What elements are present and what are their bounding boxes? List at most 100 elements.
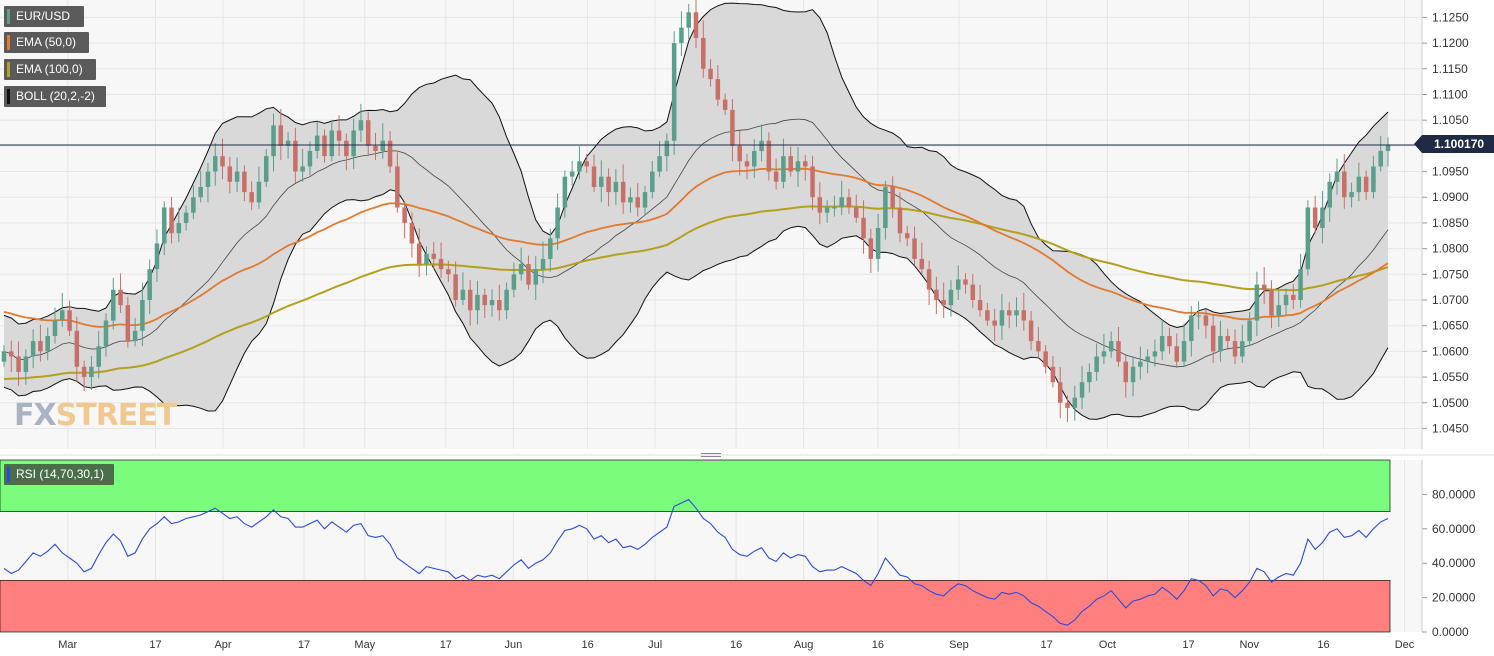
legend-rsi[interactable]: RSI (14,70,30,1) [4, 464, 114, 485]
candle-body [52, 320, 58, 336]
candle-body [1123, 361, 1129, 383]
candle-body [118, 289, 123, 306]
candle-body [824, 207, 830, 213]
x-tick-label: 16 [1317, 639, 1329, 651]
candle-body [599, 176, 604, 187]
legend-ema100[interactable]: EMA (100,0) [4, 59, 96, 80]
legend-ema50-label: EMA (50,0) [16, 35, 77, 49]
x-tick-label: 17 [298, 639, 310, 651]
candle-body [533, 269, 539, 285]
rsi-tick-label: 80.0000 [1432, 487, 1476, 501]
candle-body [497, 300, 502, 311]
y-tick-label: 1.0750 [1432, 267, 1469, 281]
x-tick-label: Jun [504, 639, 522, 651]
candle-body [453, 274, 458, 300]
candle-body [249, 192, 254, 203]
legend-ema50[interactable]: EMA (50,0) [4, 32, 89, 53]
candle-body [977, 300, 983, 311]
candle-body [307, 151, 313, 167]
candle-body [1356, 176, 1362, 193]
legend-boll[interactable]: BOLL (20,2,-2) [4, 86, 106, 107]
candle-body [839, 197, 844, 208]
candle-body [919, 258, 925, 270]
candle-body [701, 37, 706, 69]
y-tick-label: 1.0800 [1432, 242, 1469, 256]
candle-body [1276, 305, 1281, 316]
legend-rsi-swatch [7, 467, 10, 482]
candle-body [773, 171, 779, 182]
candle-body [737, 145, 742, 162]
candle-body [1057, 382, 1063, 403]
rsi-overbought-zone [0, 459, 1391, 512]
candle-body [60, 310, 65, 321]
candle-body [489, 300, 495, 306]
candle-body [365, 120, 371, 146]
candle-body [904, 233, 910, 239]
y-tick-label: 1.0450 [1432, 421, 1469, 435]
candle-body [460, 289, 466, 300]
candle-body [803, 161, 808, 167]
candle-body [467, 289, 473, 311]
candle-body [569, 171, 575, 177]
candle-body [948, 289, 954, 306]
candle-body [212, 156, 218, 172]
candle-body [176, 222, 182, 234]
y-tick-label: 1.0550 [1432, 370, 1469, 384]
candle-body [1050, 366, 1056, 383]
candle-body [475, 294, 480, 311]
candle-body [518, 264, 524, 275]
candle-body [1269, 289, 1274, 316]
rsi-tick-label: 0.0000 [1432, 625, 1469, 639]
rsi-axis: 80.0000 60.0000 40.0000 20.0000 0.0000 [1422, 487, 1476, 639]
candle-body [191, 197, 196, 213]
candle-body [671, 43, 677, 141]
candle-body [730, 109, 735, 146]
bollinger-lower-line [3, 189, 1389, 420]
y-tick-label: 1.0500 [1432, 396, 1469, 410]
candle-body [387, 140, 393, 167]
candle-body [322, 135, 327, 157]
x-tick-label: 16 [872, 639, 884, 651]
candle-body [81, 366, 87, 378]
candle-body [992, 320, 997, 326]
legend-boll-label: BOLL (20,2,-2) [16, 89, 95, 103]
x-tick-label: Mar [58, 639, 77, 651]
candle-body [1152, 351, 1158, 357]
candle-body [227, 166, 233, 182]
candle-body [125, 305, 131, 342]
candle-body [446, 269, 451, 275]
candle-body [912, 238, 917, 259]
candle-body [1363, 176, 1369, 193]
candle-body [1087, 371, 1092, 383]
candle-body [409, 222, 415, 244]
candle-body [344, 140, 349, 157]
y-tick-label: 1.1100 [1432, 87, 1468, 101]
candle-body [955, 279, 961, 290]
candle-body [234, 171, 240, 182]
candle-body [96, 346, 101, 367]
y-tick-label: 1.0600 [1432, 344, 1469, 358]
candle-body [1349, 192, 1354, 198]
candle-body [584, 161, 589, 167]
candle-body [1, 351, 7, 362]
candle-body [1108, 341, 1114, 352]
candle-body [351, 130, 356, 157]
candle-body [795, 161, 801, 172]
x-tick-label: 16 [581, 639, 593, 651]
candle-body [336, 130, 342, 141]
x-tick-label: 17 [1182, 639, 1194, 651]
candle-body [708, 68, 713, 80]
candle-body [504, 289, 509, 311]
candle-body [314, 135, 320, 151]
y-tick-label: 1.1150 [1432, 62, 1468, 76]
candle-body [752, 151, 757, 167]
candle-body [402, 207, 407, 223]
candle-body [715, 79, 721, 100]
legend-pair[interactable]: EUR/USD [4, 6, 84, 27]
ema-50-line [3, 167, 1389, 328]
pane-resize-handle[interactable] [701, 453, 721, 461]
candle-body [431, 253, 437, 259]
candle-body [278, 125, 284, 146]
candle-body [1240, 341, 1245, 357]
